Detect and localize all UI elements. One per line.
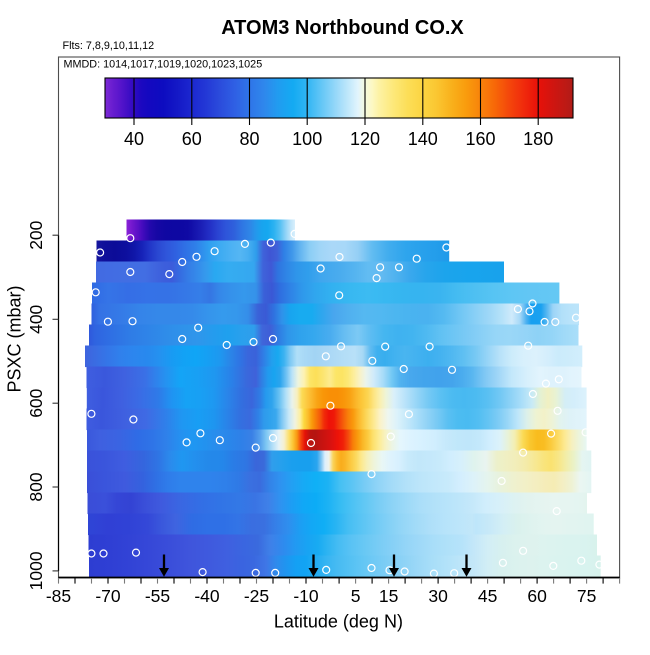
svg-text:1000: 1000: [26, 551, 46, 590]
svg-text:45: 45: [478, 586, 497, 606]
svg-text:Latitude (deg N): Latitude (deg N): [274, 612, 403, 632]
svg-text:60: 60: [527, 586, 547, 606]
svg-text:MMDD: 1014,1017,1019,1020,1023: MMDD: 1014,1017,1019,1020,1023,1025: [64, 59, 263, 71]
svg-text:120: 120: [350, 129, 380, 149]
svg-text:-40: -40: [194, 586, 220, 606]
svg-text:200: 200: [26, 220, 46, 249]
svg-text:-55: -55: [145, 586, 170, 606]
svg-text:140: 140: [408, 129, 438, 149]
svg-text:ATOM3 Northbound CO.X: ATOM3 Northbound CO.X: [221, 17, 464, 39]
svg-text:5: 5: [351, 586, 361, 606]
svg-text:-10: -10: [293, 586, 319, 606]
svg-text:30: 30: [428, 586, 448, 606]
svg-text:60: 60: [182, 129, 202, 149]
svg-text:Flts: 7,8,9,10,11,12: Flts: 7,8,9,10,11,12: [63, 40, 155, 52]
svg-text:PSXC (mbar): PSXC (mbar): [5, 285, 25, 392]
svg-text:400: 400: [26, 304, 46, 333]
svg-text:-70: -70: [95, 586, 121, 606]
svg-text:180: 180: [523, 129, 553, 149]
svg-text:100: 100: [292, 129, 322, 149]
svg-text:80: 80: [239, 129, 259, 149]
svg-text:-85: -85: [46, 586, 71, 606]
svg-text:40: 40: [124, 129, 144, 149]
svg-text:160: 160: [465, 129, 495, 149]
svg-text:800: 800: [26, 472, 46, 501]
svg-text:-25: -25: [244, 586, 269, 606]
svg-text:15: 15: [379, 586, 398, 606]
svg-text:600: 600: [26, 388, 46, 417]
svg-text:75: 75: [577, 586, 596, 606]
